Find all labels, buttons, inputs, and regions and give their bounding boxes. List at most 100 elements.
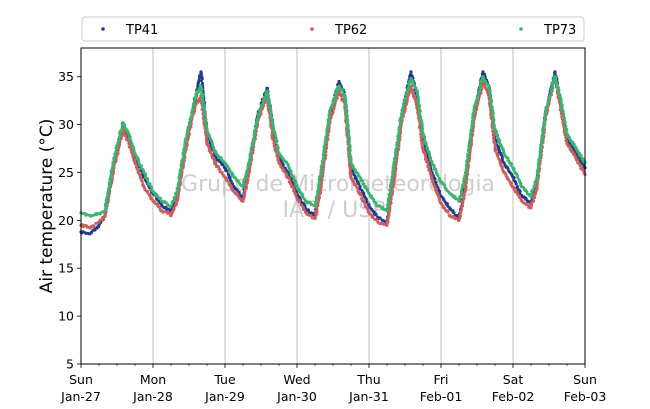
sample-tp73 bbox=[499, 145, 503, 148]
sample-tp62 bbox=[129, 148, 133, 152]
sample-tp73 bbox=[254, 125, 258, 128]
sample-tp73 bbox=[177, 175, 181, 179]
sample-tp73 bbox=[419, 115, 423, 119]
sample-tp73 bbox=[492, 119, 496, 123]
sample-tp62 bbox=[576, 158, 580, 162]
sample-tp41 bbox=[281, 163, 285, 167]
sample-tp73 bbox=[182, 150, 186, 154]
sample-tp73 bbox=[543, 111, 547, 115]
sample-tp73 bbox=[184, 136, 188, 140]
sample-tp41 bbox=[279, 159, 283, 163]
sample-tp41 bbox=[365, 197, 368, 201]
sample-tp73 bbox=[512, 168, 515, 172]
sample-tp41 bbox=[434, 180, 438, 184]
sample-tp73 bbox=[129, 139, 133, 143]
sample-tp62 bbox=[371, 215, 375, 219]
sample-tp62 bbox=[363, 202, 367, 206]
sample-tp41 bbox=[433, 177, 437, 181]
sample-tp62 bbox=[92, 224, 96, 228]
sample-tp73 bbox=[114, 150, 118, 153]
sample-tp73 bbox=[396, 134, 400, 138]
sample-tp73 bbox=[462, 182, 466, 186]
y-tick-label-10: 10 bbox=[58, 309, 74, 324]
sample-tp73 bbox=[491, 112, 495, 116]
sample-tp73 bbox=[538, 155, 542, 159]
sample-tp73 bbox=[496, 134, 499, 138]
sample-tp73 bbox=[510, 162, 514, 166]
x-tick-day-jan-31: Thu bbox=[356, 372, 380, 387]
sample-tp73 bbox=[549, 93, 552, 97]
sample-tp73 bbox=[403, 96, 407, 100]
sample-tp73 bbox=[349, 155, 353, 159]
sample-tp62 bbox=[317, 195, 321, 199]
sample-tp73 bbox=[537, 161, 541, 165]
sample-tp62 bbox=[243, 190, 247, 193]
sample-tp73 bbox=[208, 136, 212, 140]
sample-tp62 bbox=[497, 158, 501, 162]
sample-tp73 bbox=[356, 172, 360, 176]
x-tick-day-jan-28: Mon bbox=[140, 372, 166, 387]
sample-tp41 bbox=[365, 200, 369, 204]
sample-tp73 bbox=[554, 78, 558, 82]
sample-tp73 bbox=[563, 125, 567, 129]
legend-label-tp73: TP73 bbox=[543, 23, 576, 38]
sample-tp73 bbox=[463, 178, 467, 182]
sample-tp73 bbox=[255, 121, 259, 125]
sample-tp73 bbox=[244, 173, 248, 176]
sample-tp62 bbox=[220, 172, 224, 175]
sample-tp62 bbox=[427, 165, 431, 169]
sample-tp62 bbox=[526, 203, 530, 207]
sample-tp73 bbox=[465, 162, 469, 165]
sample-tp73 bbox=[466, 158, 470, 162]
sample-tp73 bbox=[470, 120, 474, 124]
sample-tp73 bbox=[578, 151, 582, 155]
sample-tp73 bbox=[403, 99, 407, 103]
sample-tp73 bbox=[192, 102, 196, 106]
sample-tp41 bbox=[266, 86, 270, 90]
sample-tp73 bbox=[568, 136, 572, 140]
x-tick-day-jan-29: Tue bbox=[213, 372, 236, 387]
sample-tp73 bbox=[561, 109, 565, 113]
sample-tp73 bbox=[245, 168, 249, 172]
sample-tp73 bbox=[204, 114, 207, 117]
data-series bbox=[79, 70, 587, 236]
sample-tp73 bbox=[181, 156, 185, 160]
sample-tp73 bbox=[569, 138, 573, 142]
sample-tp73 bbox=[344, 106, 348, 110]
legend-box bbox=[81, 16, 585, 42]
x-tick-label-jan-29: Jan-29 bbox=[204, 389, 245, 404]
sample-tp62 bbox=[578, 164, 582, 167]
sample-tp73 bbox=[484, 79, 488, 83]
sample-tp73 bbox=[256, 117, 260, 121]
sample-tp73 bbox=[374, 202, 378, 205]
sample-tp73 bbox=[478, 87, 482, 91]
sample-tp73 bbox=[538, 148, 542, 152]
sample-tp73 bbox=[327, 113, 331, 117]
sample-tp41 bbox=[197, 78, 201, 82]
sample-tp73 bbox=[226, 164, 230, 168]
sample-tp73 bbox=[361, 179, 365, 183]
sample-tp41 bbox=[524, 196, 528, 200]
sample-tp62 bbox=[423, 153, 427, 157]
sample-tp73 bbox=[565, 127, 569, 131]
x-tick-day-feb-02: Sat bbox=[503, 372, 524, 387]
sample-tp62 bbox=[272, 142, 276, 145]
sample-tp73 bbox=[253, 128, 257, 132]
sample-tp73 bbox=[246, 165, 250, 169]
sample-tp73 bbox=[315, 195, 318, 199]
y-tick-label-20: 20 bbox=[58, 213, 74, 228]
sample-tp41 bbox=[442, 198, 446, 202]
sample-tp73 bbox=[420, 124, 424, 128]
y-tick-label-30: 30 bbox=[58, 117, 74, 132]
sample-tp62 bbox=[359, 193, 363, 197]
sample-tp62 bbox=[504, 173, 508, 177]
sample-tp62 bbox=[427, 168, 431, 172]
sample-tp73 bbox=[242, 181, 246, 185]
sample-tp73 bbox=[105, 195, 109, 199]
sample-tp73 bbox=[115, 146, 119, 150]
sample-tp73 bbox=[274, 140, 278, 144]
sample-tp73 bbox=[268, 102, 272, 106]
sample-tp73 bbox=[563, 121, 567, 125]
sample-tp62 bbox=[454, 216, 458, 220]
